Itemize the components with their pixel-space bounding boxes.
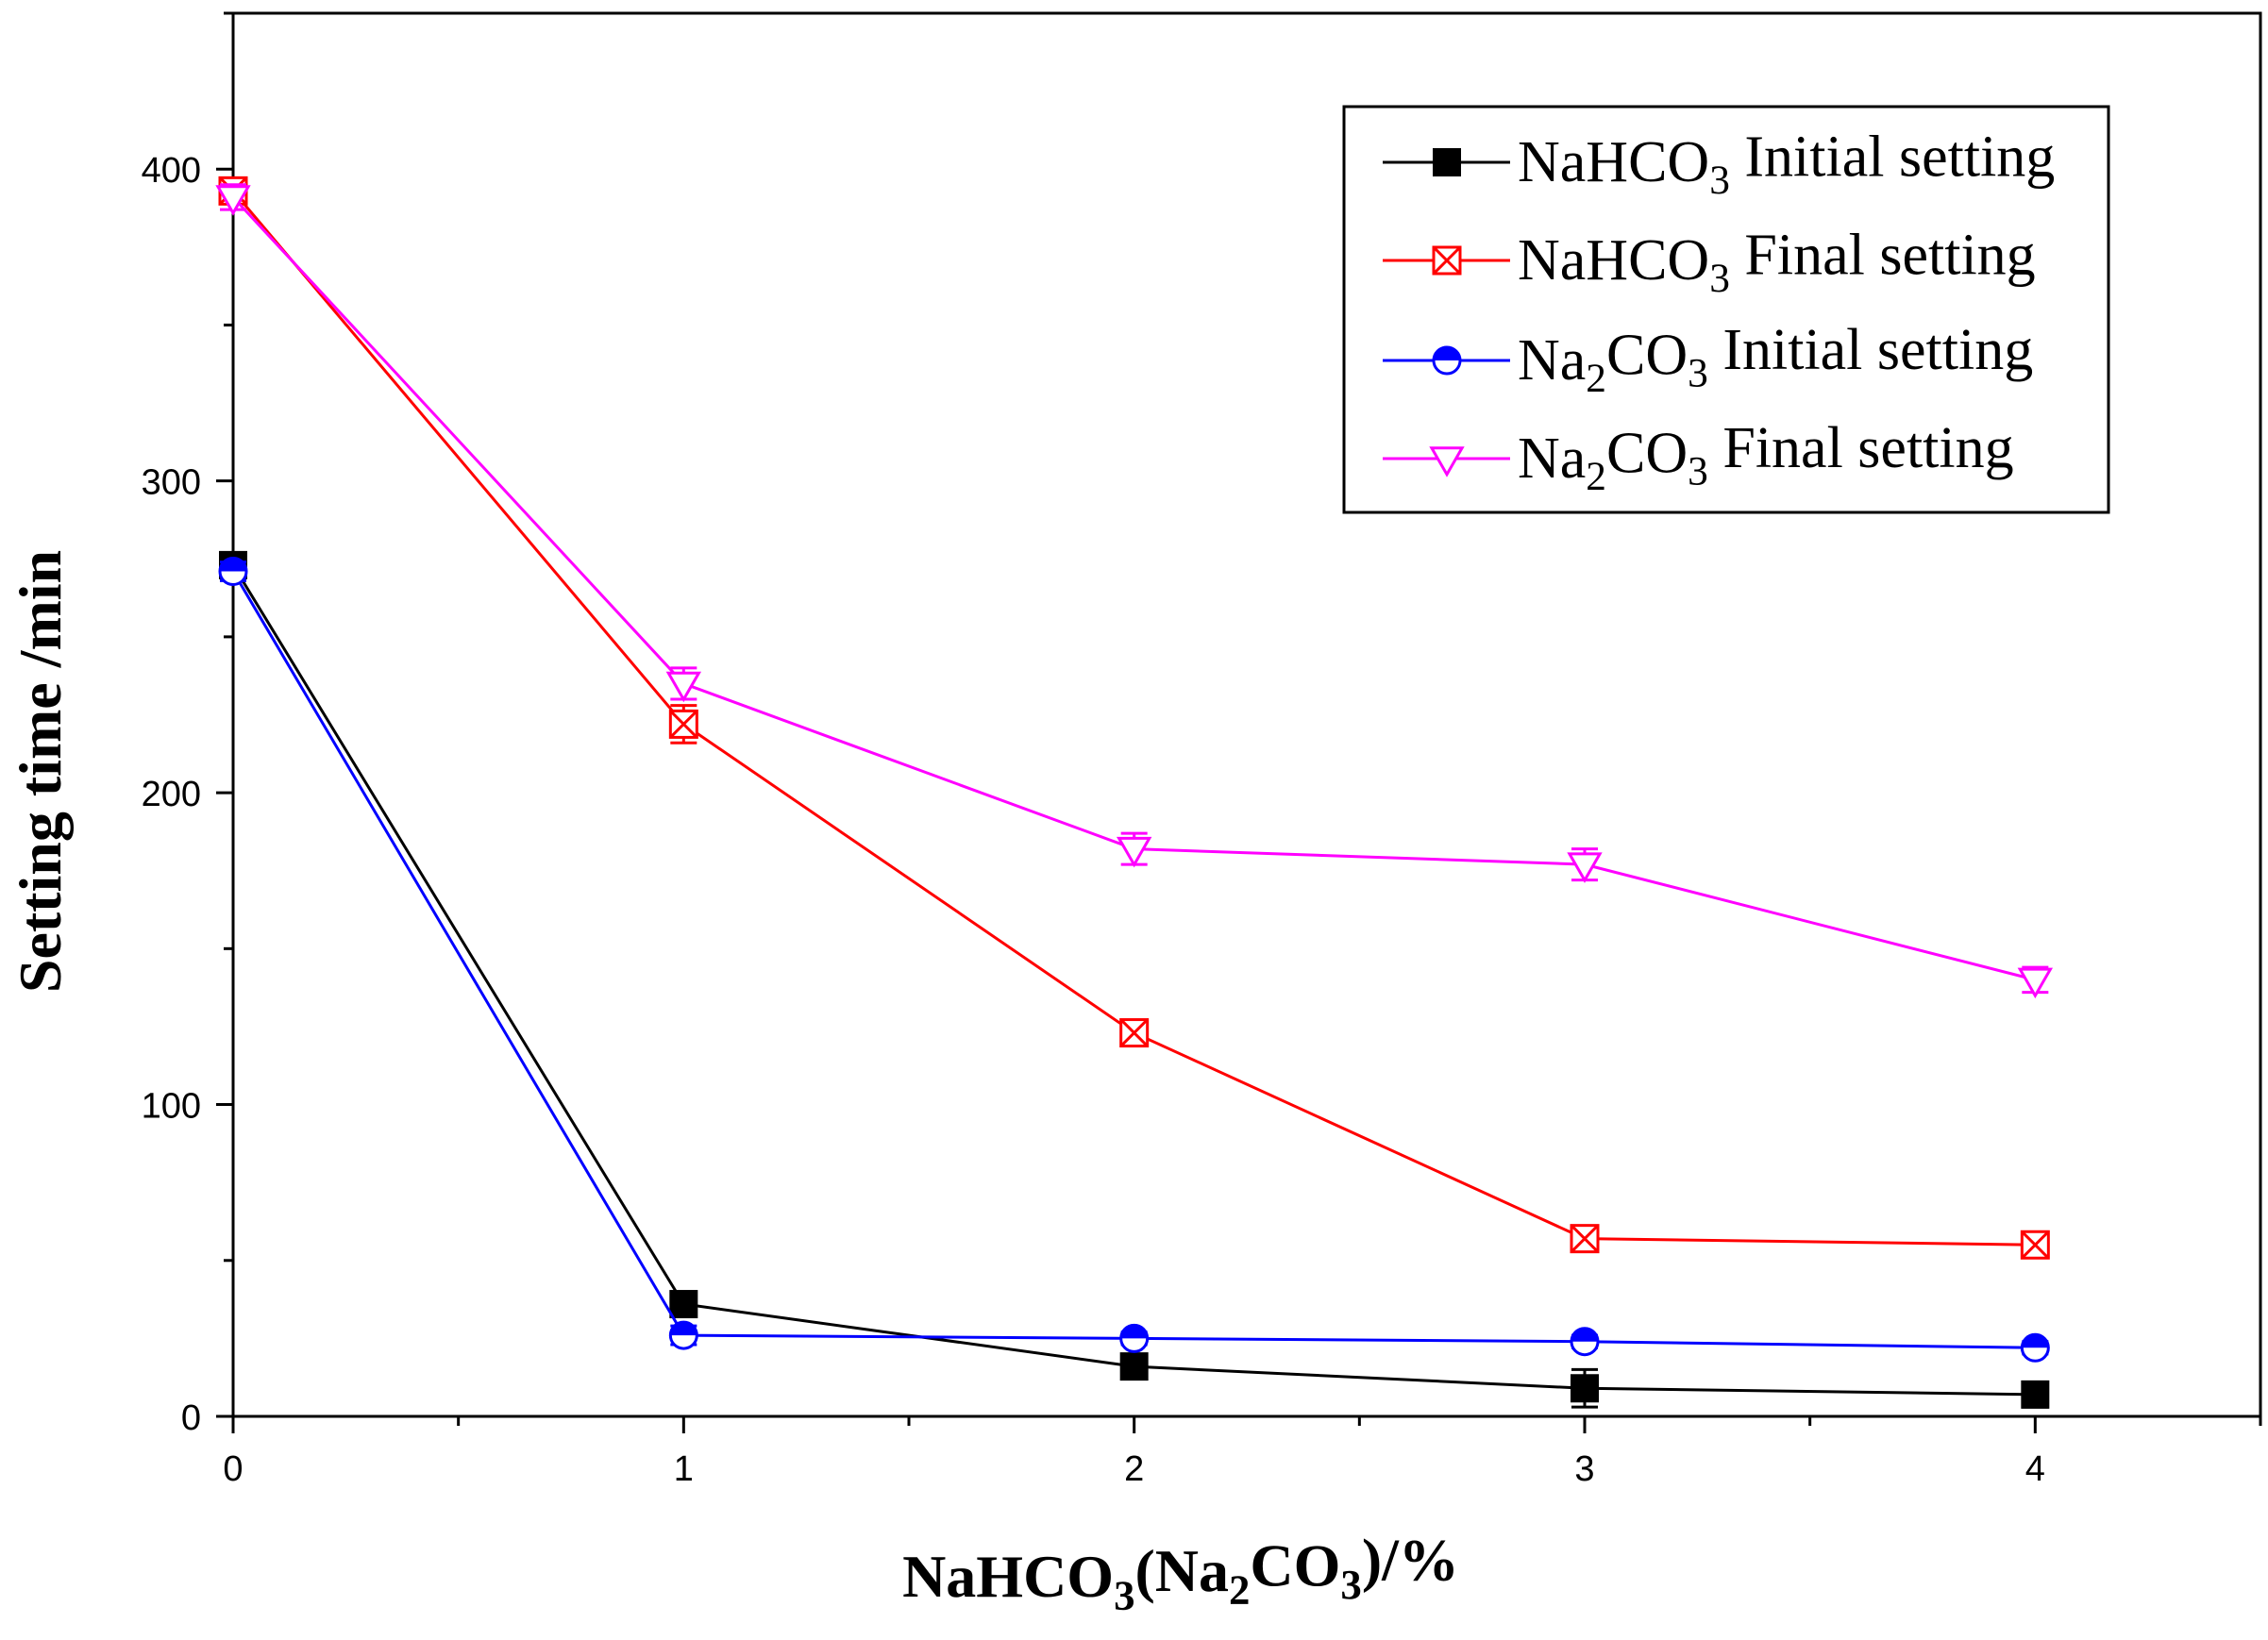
data-marker (1571, 1374, 1599, 1403)
series-3 (215, 183, 2054, 999)
marker-half (1434, 347, 1460, 360)
marker-triangle (1567, 852, 1603, 883)
marker-half (670, 1322, 697, 1336)
y-tick-label: 200 (142, 775, 201, 814)
data-marker (1429, 446, 1465, 477)
y-tick-label: 300 (142, 463, 201, 503)
marker-triangle (2017, 967, 2054, 999)
data-marker (1567, 852, 1603, 883)
marker-triangle (215, 185, 251, 216)
marker-square (1433, 148, 1461, 176)
data-marker (668, 709, 698, 739)
plot-frame (231, 11, 2262, 1418)
marker-square (1571, 1374, 1599, 1403)
marker-cross (669, 710, 698, 739)
data-marker (1119, 1018, 1150, 1048)
data-marker (668, 1320, 698, 1350)
marker-cross (1432, 245, 1462, 276)
legend-label: NaHCO3 Final setting (1518, 223, 2036, 301)
data-marker (215, 185, 251, 216)
data-marker (2020, 1230, 2050, 1260)
series-line (231, 564, 2036, 1397)
marker-cross (2021, 1230, 2050, 1260)
legend: NaHCO3 Initial setting NaHCO3 Final setti… (1342, 105, 2110, 514)
marker-cross (1119, 1018, 1149, 1047)
series-0 (219, 550, 2050, 1409)
axes: 0 1 2 3 4 0 100 200 300 400 NaHCO3(Na2CO3)/% Settin… (7, 11, 2262, 1619)
y-axis-title: Setting time /min (7, 550, 74, 993)
marker-half (2022, 1334, 2049, 1348)
x-tick-label: 1 (674, 1449, 694, 1489)
marker-square (1119, 1352, 1149, 1381)
legend-label: Na2CO3 Initial setting (1518, 318, 2033, 401)
data-marker (2021, 1380, 2050, 1409)
marker-half (1120, 1325, 1148, 1339)
x-tick-label: 3 (1574, 1449, 1594, 1489)
data-marker (1432, 345, 1462, 376)
data-marker (1116, 836, 1152, 868)
marker-triangle (1116, 836, 1152, 868)
data-marker (1119, 1323, 1150, 1353)
marker-half (1571, 1328, 1598, 1342)
data-marker (1432, 245, 1462, 276)
data-marker (665, 671, 702, 703)
series-1 (218, 176, 2050, 1260)
marker-square (2021, 1380, 2050, 1409)
legend-box (1342, 105, 2110, 514)
marker-half (220, 558, 246, 572)
marker-cross (1570, 1224, 1600, 1253)
x-axis-title: NaHCO3(Na2CO3)/% (902, 1527, 1459, 1619)
data-marker (669, 1290, 698, 1319)
x-tick-label: 0 (223, 1449, 243, 1489)
y-tick-label: 400 (142, 151, 201, 191)
data-marker (1570, 1327, 1600, 1357)
data-marker (1119, 1352, 1149, 1381)
data-marker (218, 556, 248, 586)
series-2 (218, 556, 2050, 1363)
series-line (231, 570, 2036, 1349)
y-tick-label: 0 (181, 1398, 201, 1438)
x-tick-label: 4 (2025, 1449, 2045, 1489)
data-marker (2017, 967, 2054, 999)
x-tick-label: 2 (1124, 1449, 1144, 1489)
y-tick-label: 100 (142, 1087, 201, 1127)
legend-label: Na2CO3 Final setting (1518, 416, 2014, 499)
data-marker (2020, 1332, 2050, 1363)
marker-square (669, 1290, 698, 1319)
legend-label: NaHCO3 Initial setting (1518, 125, 2055, 203)
marker-triangle (665, 671, 702, 703)
data-marker (1570, 1224, 1600, 1254)
marker-triangle (1429, 446, 1465, 477)
series-layer (215, 176, 2054, 1409)
data-marker (1433, 148, 1461, 176)
